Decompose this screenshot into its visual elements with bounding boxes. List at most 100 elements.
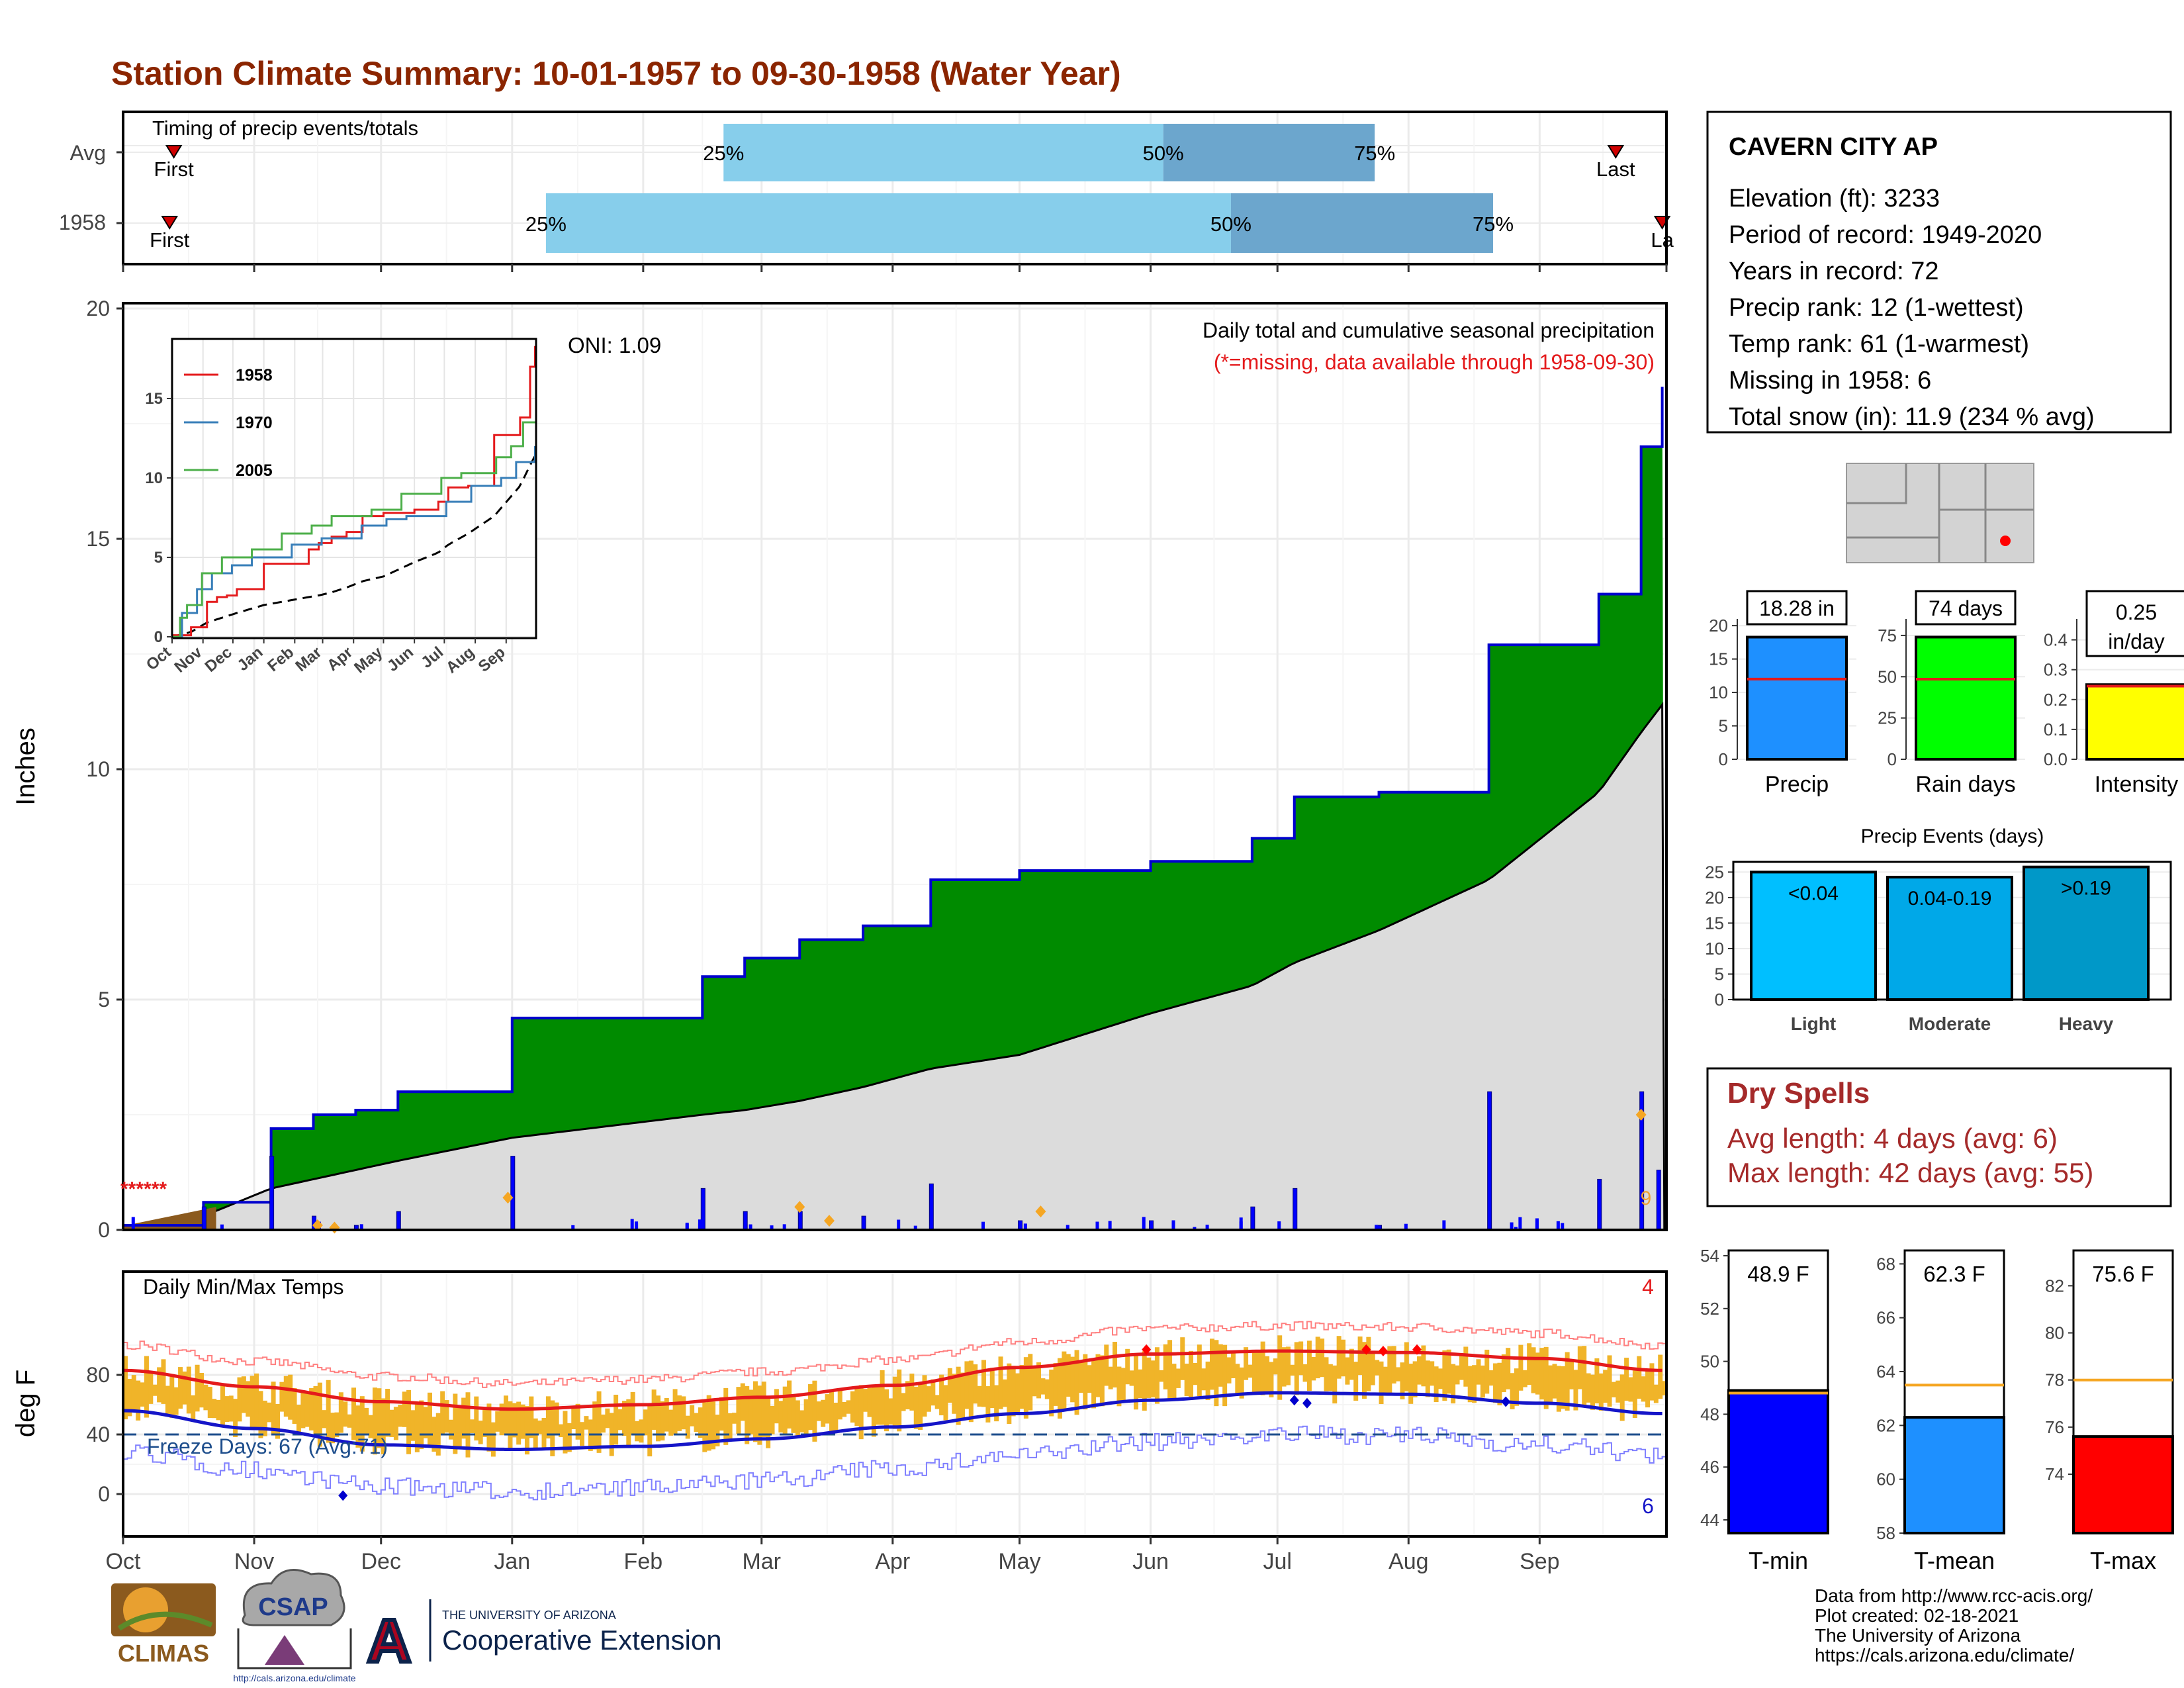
daily-temp-bar	[512, 1403, 517, 1438]
timing-row-avg-label: Avg	[69, 141, 106, 165]
summary-rain-days-value-box	[1915, 590, 2017, 626]
daily-temp-bar	[1083, 1354, 1088, 1410]
daily-temp-bar	[520, 1404, 525, 1439]
dry-spells-max: Max length: 42 days (avg: 55)	[1727, 1157, 2093, 1188]
daily-temp-bar	[672, 1389, 678, 1435]
climas-logo: CLIMAS	[111, 1583, 216, 1667]
daily-temp-bar	[968, 1360, 974, 1423]
daily-precip-bar	[131, 1217, 135, 1230]
daily-temp-bar	[1607, 1355, 1612, 1407]
temp-summary-t-min-tick-label: 44	[1700, 1510, 1719, 1530]
daily-temp-bar	[977, 1385, 982, 1407]
daily-temp-bar	[837, 1389, 842, 1420]
avg-max-line	[122, 1349, 1662, 1411]
daily-temp-bar	[833, 1402, 839, 1431]
ua-logo-bottom-text: Cooperative Extension	[442, 1624, 722, 1656]
daily-temp-bar	[402, 1391, 407, 1427]
daily-temp-bar	[178, 1367, 183, 1409]
daily-temp-bar	[880, 1370, 885, 1425]
daily-temp-bar	[1099, 1355, 1105, 1407]
daily-temp-bar	[440, 1391, 445, 1436]
inset-ytick-label: 15	[145, 390, 163, 408]
temp-summary-t-min-tick-label: 54	[1700, 1246, 1719, 1266]
daily-precip-bar	[749, 1224, 752, 1230]
daily-precip-bar	[1250, 1206, 1255, 1231]
daily-temp-bar	[676, 1395, 682, 1431]
daily-temp-bar	[829, 1391, 834, 1434]
daily-temp-bar	[482, 1410, 488, 1437]
daily-temp-bar	[596, 1391, 602, 1453]
daily-temp-bar	[732, 1413, 737, 1424]
first-event-label: First	[150, 228, 190, 252]
daily-temp-bar	[1205, 1361, 1210, 1401]
daily-temp-bar	[368, 1415, 373, 1438]
daily-temp-bar	[1044, 1379, 1050, 1399]
daily-precip-bar	[1277, 1221, 1281, 1230]
daily-temp-bar	[1306, 1340, 1312, 1391]
daily-temp-bar	[428, 1392, 432, 1446]
daily-temp-bar	[136, 1380, 141, 1421]
daily-temp-bar	[752, 1381, 758, 1442]
daily-precip-bar	[201, 1206, 206, 1231]
csap-logo-url: http://cals.arizona.edu/climate	[233, 1673, 355, 1683]
daily-temp-bar	[1370, 1352, 1375, 1385]
daily-temp-bar	[795, 1400, 800, 1438]
daily-temp-bar	[681, 1396, 686, 1430]
daily-temp-bar	[1404, 1342, 1409, 1391]
daily-precip-bar	[1535, 1219, 1539, 1230]
summary-rain-days-tick-label: 75	[1878, 626, 1897, 645]
daily-temp-bar	[1138, 1369, 1143, 1399]
precip-panel: 0 5 10 15 20 Inches ONI: 1.09 Daily total an…	[11, 297, 1668, 1242]
daily-temp-bar	[1108, 1366, 1113, 1389]
daily-temp-bar	[973, 1364, 978, 1404]
daily-temp-bar	[372, 1387, 377, 1455]
daily-temp-bar	[516, 1401, 522, 1445]
month-label: Oct	[106, 1549, 141, 1574]
daily-temp-bar	[1510, 1373, 1515, 1409]
daily-temp-bar	[1603, 1370, 1608, 1403]
timing-bar-50-75	[1163, 124, 1375, 181]
snow-marker	[823, 1215, 835, 1227]
timing-frame	[122, 111, 1668, 265]
daily-temp-bar	[1129, 1370, 1134, 1386]
record-min-line	[123, 1425, 1666, 1501]
month-label: Dec	[361, 1549, 400, 1574]
daily-temp-bar	[799, 1410, 805, 1432]
daily-temp-bar	[630, 1391, 635, 1436]
precip-count-label: 9	[1641, 1188, 1652, 1209]
daily-temp-bar	[621, 1400, 627, 1436]
events-bar-value: <0.04	[1788, 882, 1839, 904]
inset-legend-label: 1958	[236, 366, 273, 385]
daily-temp-bar	[960, 1372, 966, 1419]
daily-temp-bar	[770, 1405, 775, 1434]
precip-events-title: Precip Events (days)	[1861, 825, 2044, 847]
month-label: Mar	[742, 1549, 781, 1574]
daily-temp-bar	[385, 1389, 390, 1437]
dry-spells-frame	[1706, 1067, 2172, 1207]
daily-temp-bar	[808, 1383, 813, 1430]
daily-temp-bar	[453, 1393, 458, 1454]
daily-precip-bar	[981, 1221, 985, 1230]
daily-temp-bar	[1116, 1366, 1122, 1407]
summary-rain-days-value: 74 days	[1929, 596, 2003, 620]
first-event-marker	[161, 216, 179, 230]
daily-temp-bar	[816, 1401, 821, 1421]
daily-temp-bar	[203, 1384, 208, 1411]
daily-temp-bar	[1239, 1367, 1244, 1399]
daily-temp-bar	[1451, 1364, 1456, 1404]
daily-temp-bar	[533, 1418, 538, 1449]
daily-temp-bar	[322, 1410, 327, 1429]
daily-temp-bar	[635, 1421, 640, 1442]
daily-temp-bar	[224, 1396, 230, 1423]
ua-logo-letter: A	[367, 1607, 411, 1675]
daily-temp-bar	[123, 1356, 128, 1420]
chart-title: Station Climate Summary: 10-01-1957 to 0…	[111, 55, 1121, 92]
daily-temp-bar	[216, 1399, 221, 1421]
daily-temp-bar	[567, 1423, 572, 1452]
daily-temp-bar	[918, 1383, 923, 1430]
climas-logo-swoosh	[117, 1611, 213, 1631]
daily-temp-bar	[1062, 1351, 1067, 1409]
summary-intensity-value-box	[2085, 590, 2184, 657]
precip-ylabel: Inches	[11, 727, 40, 806]
daily-temp-bar	[1501, 1354, 1506, 1393]
